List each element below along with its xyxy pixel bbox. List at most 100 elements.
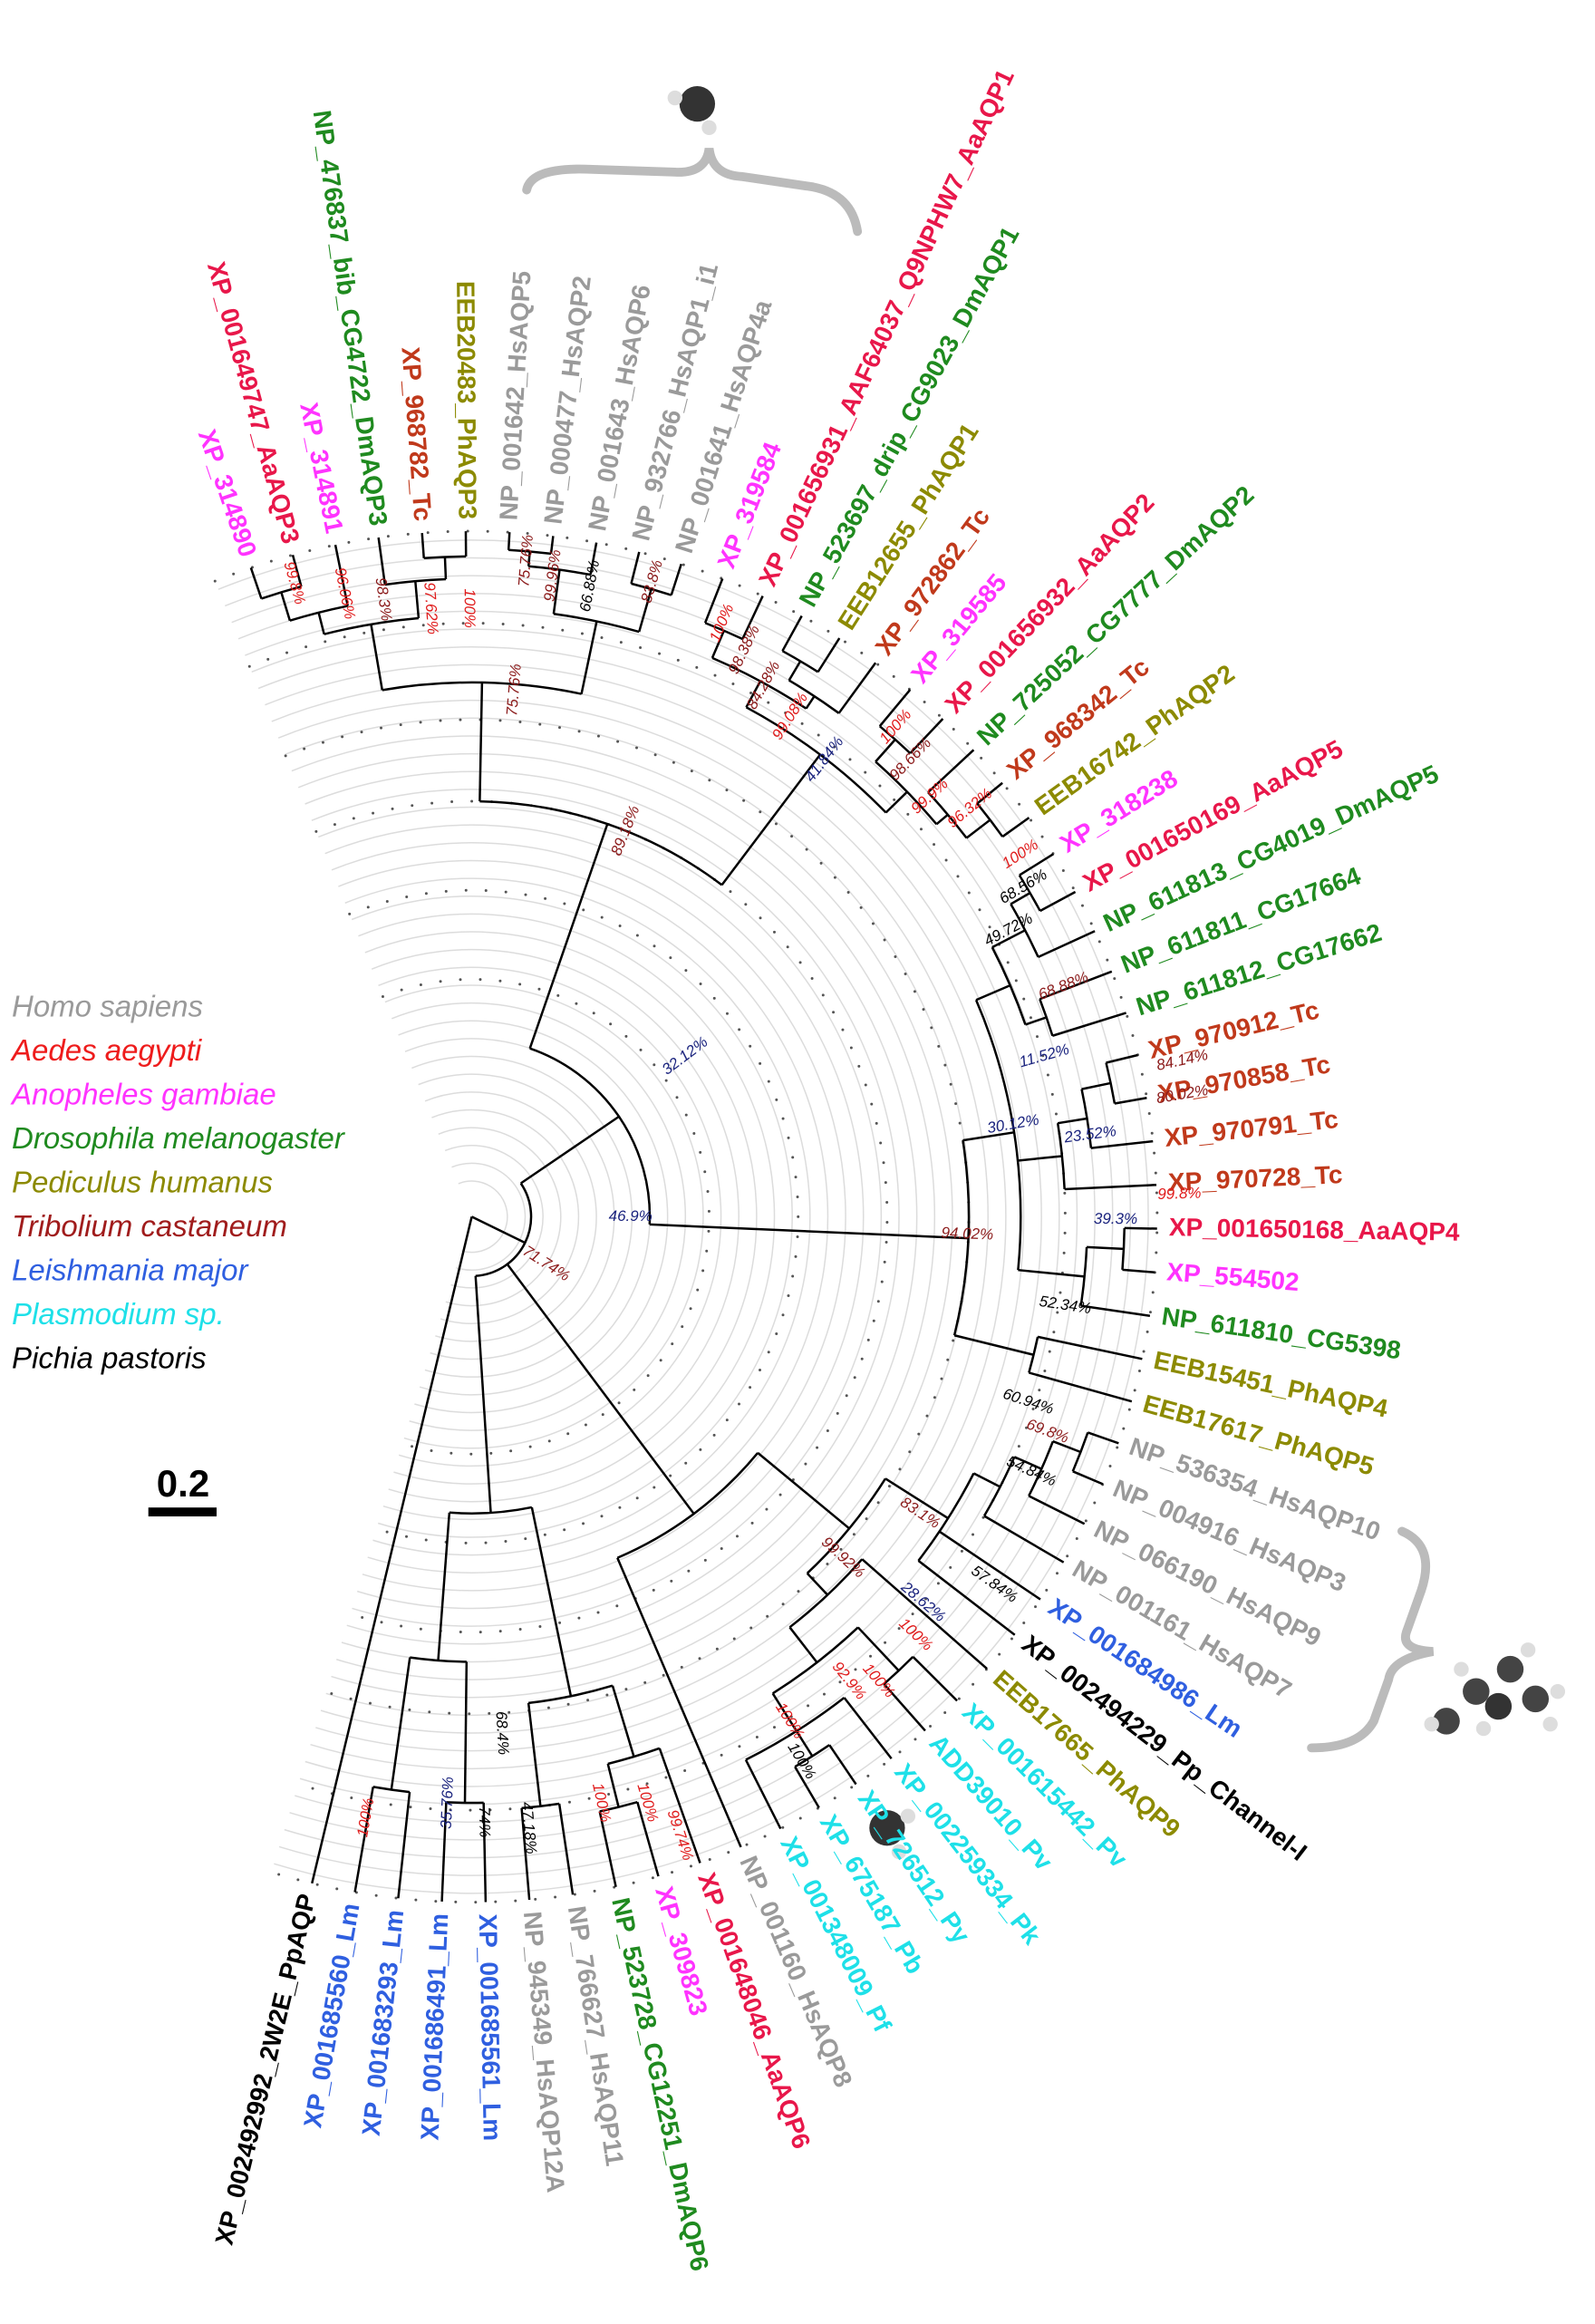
branch (983, 1515, 1065, 1564)
branch (927, 749, 975, 794)
background-rings (213, 529, 1159, 1904)
support-value: 99.92% (818, 1534, 868, 1582)
leaf-label: NP_000477_HsAQP2 (538, 275, 595, 526)
branch (962, 1131, 1015, 1142)
ring (391, 1002, 687, 1431)
branch-arc (917, 1472, 975, 1562)
leaf-label: XP_970791_Tc (1163, 1105, 1339, 1152)
legend-item: Pediculus humanus (12, 1166, 273, 1199)
leaf-label: EEB20483_PhAQP3 (451, 281, 481, 519)
bracket (522, 147, 863, 237)
branch (397, 1791, 411, 1899)
decorations (148, 85, 1566, 1860)
legend-item: Anopheles gambiae (10, 1078, 276, 1111)
ring (451, 1162, 527, 1272)
branch (280, 592, 292, 622)
branch (414, 581, 420, 619)
leaf-label: XP_001650168_AaAQP4 (1169, 1213, 1461, 1246)
branch (377, 537, 387, 586)
branch (390, 1657, 411, 1790)
branches (249, 531, 1157, 1903)
branch (1114, 1097, 1147, 1105)
support-value: 39.3% (1094, 1210, 1137, 1227)
support-value: 69.8% (1024, 1415, 1071, 1447)
branch (1080, 1304, 1151, 1318)
branch (1122, 1268, 1155, 1274)
dotted-ring (284, 718, 971, 1716)
branch (1019, 853, 1055, 876)
support-value: 54.84% (1004, 1452, 1058, 1489)
ring (271, 682, 1007, 1752)
branch (788, 1626, 818, 1663)
bracket (1307, 1526, 1435, 1753)
branch (1039, 970, 1113, 1001)
branch (817, 637, 841, 673)
ring (458, 1180, 508, 1254)
branch (353, 1787, 374, 1893)
support-value: 100% (784, 1739, 819, 1782)
support-value: 99.8% (280, 559, 308, 606)
ring (338, 859, 829, 1574)
branch (1038, 930, 1096, 959)
branch (1010, 892, 1031, 905)
leaf-label: XP_968782_Tc (396, 346, 437, 522)
support-value: 71.74% (520, 1242, 574, 1284)
support-value: 68.88% (1036, 968, 1091, 1003)
ring (297, 752, 936, 1680)
branch (972, 1472, 1001, 1488)
branch (1087, 1431, 1119, 1445)
branch (856, 1626, 900, 1671)
branch (549, 536, 555, 555)
branch (528, 823, 609, 1050)
leaf-label: XP_001686491_Lm (415, 1912, 453, 2141)
branch (741, 596, 764, 640)
branch (527, 551, 531, 566)
ring (237, 593, 1096, 1841)
support-value: 83.1% (897, 1494, 943, 1532)
branch (843, 1697, 893, 1760)
support-value: 97.62% (420, 582, 441, 635)
branch (861, 1558, 988, 1670)
ring (331, 842, 846, 1592)
ring (358, 913, 776, 1520)
support-value: 47.18% (518, 1801, 540, 1854)
support-value: 94.02% (941, 1224, 993, 1243)
support-value: 11.52% (1017, 1041, 1070, 1070)
ring (318, 806, 883, 1627)
branch (507, 532, 511, 550)
branch (1028, 1495, 1086, 1525)
branch (788, 660, 802, 682)
branch (478, 683, 484, 802)
branch (795, 1730, 814, 1758)
branch (557, 1803, 575, 1895)
branch (884, 790, 908, 814)
scale-bar (148, 1507, 218, 1517)
branch (482, 1802, 488, 1903)
branch (474, 1275, 492, 1514)
branch (658, 1748, 701, 1864)
branch (1025, 1016, 1048, 1026)
legend-item: Homo sapiens (12, 990, 203, 1023)
leaf-label: XP_002492992_2W2E_PpAQP (210, 1891, 322, 2247)
ring (245, 610, 1078, 1823)
branch (1090, 1139, 1154, 1149)
branch (976, 781, 1003, 805)
branch (771, 1692, 798, 1732)
ring (285, 717, 972, 1717)
ring (311, 789, 900, 1645)
branch (975, 983, 1011, 1002)
support-value: 32.12% (659, 1033, 711, 1079)
branch (606, 1763, 620, 1807)
branch (837, 662, 877, 714)
branch (334, 544, 349, 606)
support-value: 46.9% (609, 1207, 652, 1225)
support-value: 99.96% (541, 548, 565, 603)
support-value: 89.18% (607, 803, 643, 858)
branch (1124, 1226, 1157, 1230)
ring (424, 1091, 597, 1342)
branch (291, 554, 303, 587)
branch (1001, 817, 1030, 838)
branch (781, 615, 803, 652)
branch (249, 566, 263, 599)
branch-arc (711, 656, 807, 710)
